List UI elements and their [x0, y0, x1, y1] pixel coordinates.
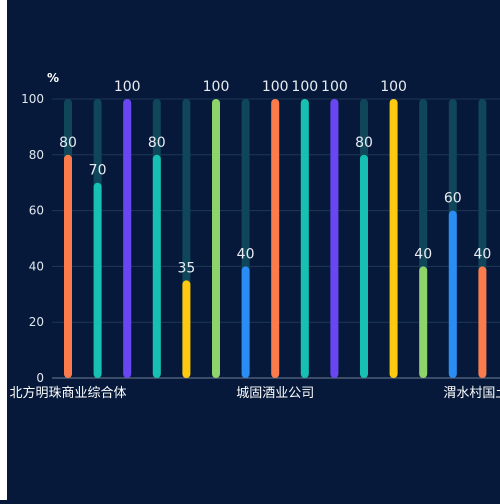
bar [271, 99, 280, 378]
bar [419, 266, 428, 378]
bar [182, 280, 191, 378]
data-label: 100 [262, 79, 289, 95]
data-label: 80 [148, 135, 166, 151]
y-tick-label: 0 [36, 371, 44, 385]
bar [448, 210, 457, 378]
bar [123, 99, 132, 378]
bar [360, 154, 368, 378]
y-tick-label: 60 [29, 204, 44, 218]
data-label: 80 [59, 135, 77, 151]
data-label: 100 [321, 79, 348, 95]
x-tick-label: 北方明珠商业综合体 [9, 385, 126, 401]
left-edge-strip [0, 0, 7, 500]
data-label: 40 [473, 246, 491, 262]
x-tick-label: 城固酒业公司 [236, 386, 314, 401]
data-label: 70 [89, 163, 107, 179]
data-label: 80 [355, 135, 373, 151]
bar [300, 99, 309, 378]
y-axis-label: % [47, 71, 59, 85]
bar [212, 99, 220, 378]
y-tick-label: 80 [29, 148, 44, 162]
bar [241, 266, 250, 378]
bar [389, 99, 398, 378]
data-label: 100 [203, 79, 230, 95]
bar [478, 266, 487, 378]
x-tick-label: 渭水村国土空 [443, 386, 500, 401]
bar [152, 154, 161, 378]
data-label: 40 [414, 246, 432, 262]
y-tick-label: 100 [21, 92, 44, 106]
bar [330, 99, 339, 378]
bar [93, 182, 102, 378]
data-label: 35 [177, 260, 195, 276]
data-label: 100 [291, 79, 318, 95]
bar [64, 154, 72, 378]
data-label: 100 [114, 79, 141, 95]
data-label: 100 [380, 79, 407, 95]
data-label: 60 [444, 191, 462, 207]
data-label: 40 [237, 246, 255, 262]
y-tick-label: 40 [29, 259, 44, 273]
y-tick-label: 20 [29, 315, 44, 329]
